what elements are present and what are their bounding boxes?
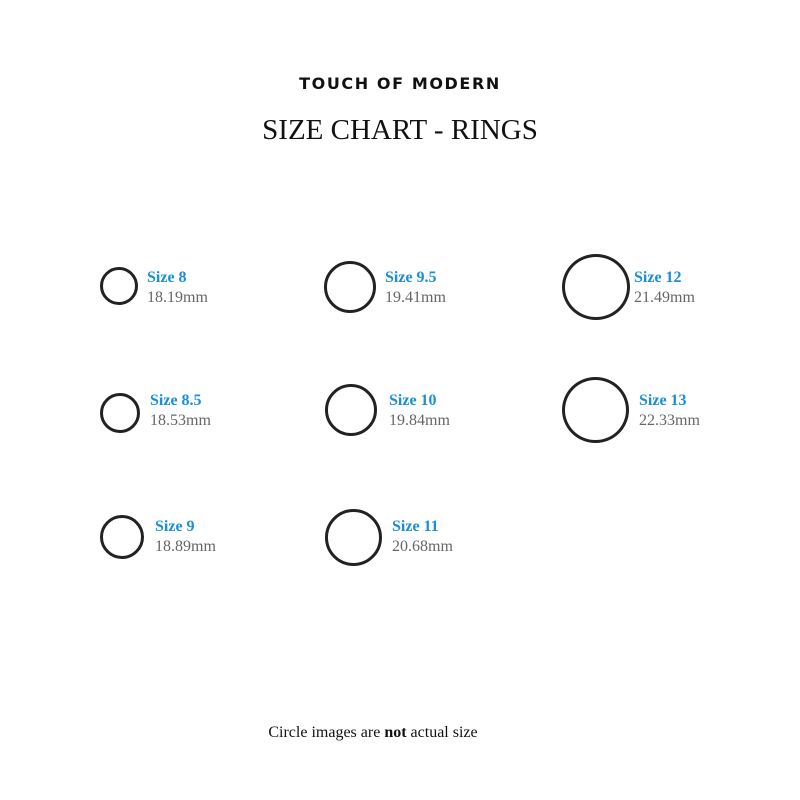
ring-circle-icon (324, 261, 376, 313)
ring-circle-icon (100, 393, 140, 433)
note-text-end: actual size (406, 724, 478, 741)
ring-diameter: 22.33mm (639, 412, 700, 429)
ring-circle-icon (562, 254, 630, 320)
ring-size: Size 12 (634, 269, 682, 286)
ring-circle-icon (562, 377, 629, 443)
page-title: SIZE CHART - RINGS (262, 114, 538, 146)
ring-size: Size 8.5 (150, 392, 202, 409)
ring-diameter: 20.68mm (392, 538, 453, 555)
ring-diameter: 19.84mm (389, 412, 450, 429)
ring-circle-icon (100, 515, 144, 559)
ring-diameter: 18.19mm (147, 289, 208, 306)
brand-logo: TOUCH OF MODERN (299, 74, 501, 93)
note-text: Circle images are (268, 724, 385, 741)
ring-diameter: 18.53mm (150, 412, 211, 429)
ring-size: Size 11 (392, 518, 439, 535)
note-emphasis: not (384, 724, 407, 741)
ring-circle-icon (100, 267, 138, 305)
ring-size: Size 9.5 (385, 269, 437, 286)
ring-size: Size 8 (147, 269, 187, 286)
ring-size: Size 13 (639, 392, 687, 409)
ring-diameter: 19.41mm (385, 289, 446, 306)
disclaimer-note: Circle images are not actual size (0, 724, 746, 742)
ring-size: Size 9 (155, 518, 195, 535)
ring-size: Size 10 (389, 392, 437, 409)
ring-diameter: 18.89mm (155, 538, 216, 555)
ring-circle-icon (325, 509, 382, 566)
ring-diameter: 21.49mm (634, 289, 695, 306)
ring-circle-icon (325, 384, 377, 436)
